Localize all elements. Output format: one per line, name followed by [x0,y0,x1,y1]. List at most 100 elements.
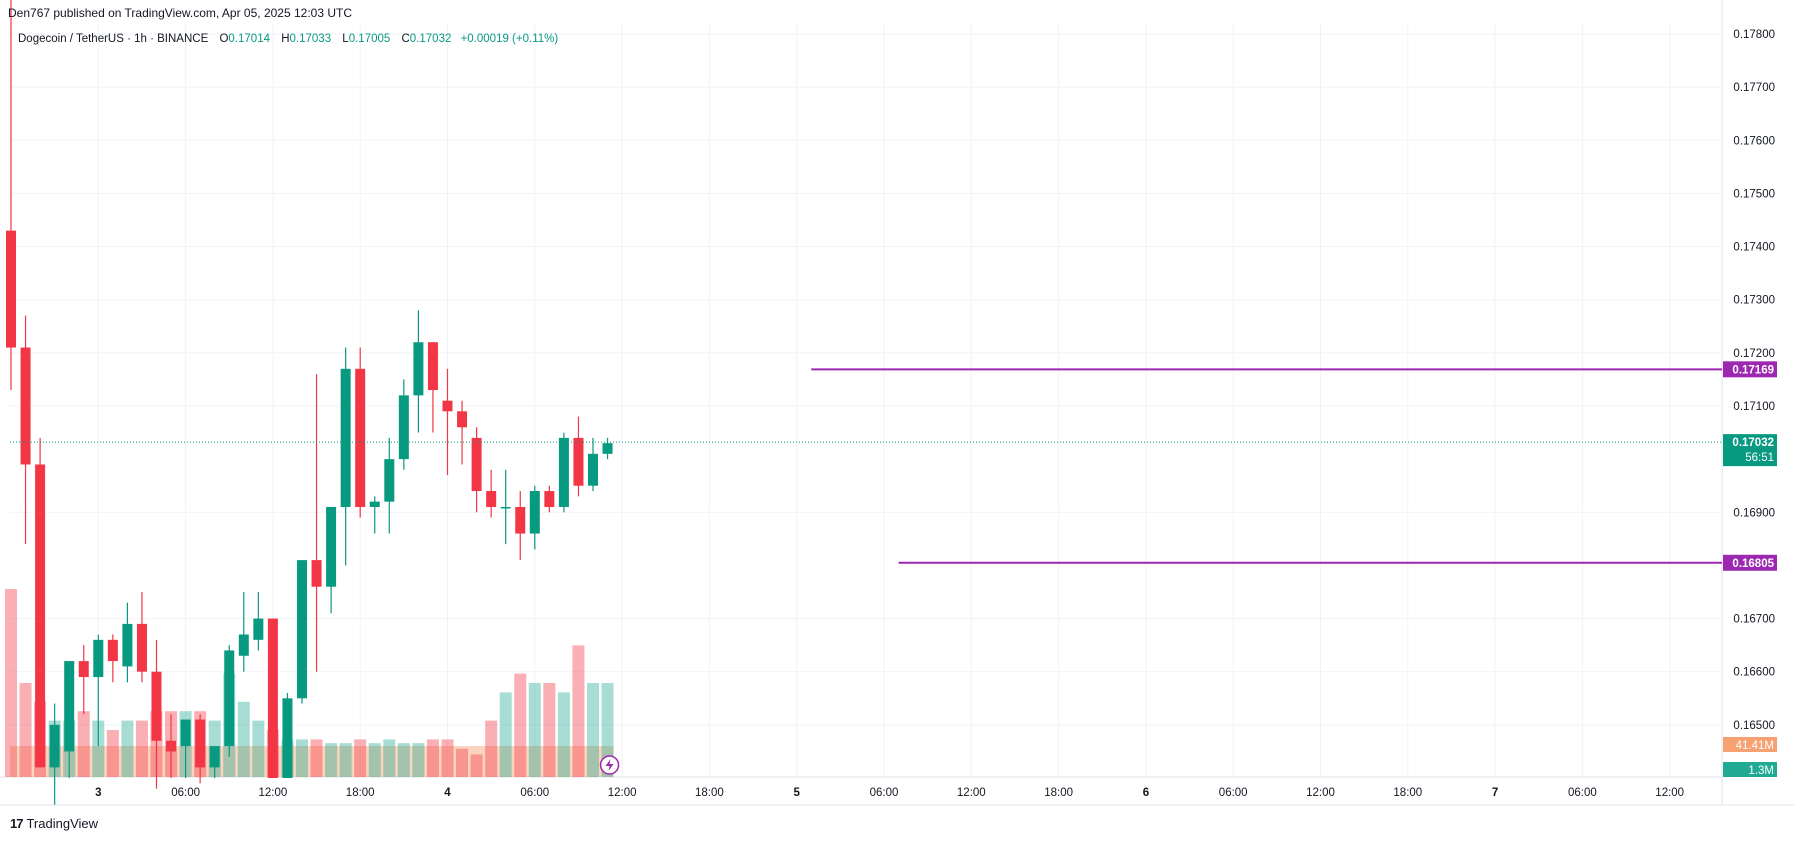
open-value: 0.17014 [228,33,270,45]
y-tick-label: 0.16900 [1733,507,1775,519]
volume-label [1723,737,1777,752]
volume-bar [252,720,265,777]
open-label: O [219,33,229,45]
candle-body [166,740,177,752]
y-tick-label: 0.16700 [1733,614,1775,626]
x-tick-label: 6 [1143,787,1149,799]
candle-body [602,443,613,454]
candle-body [267,618,278,778]
candle-body [486,491,497,507]
candle-body [64,661,75,752]
level-price-label [1723,554,1777,571]
candle-body [209,746,220,768]
current-price-label [1723,434,1777,467]
x-tick-label: 06:00 [520,787,549,799]
volume-bar [470,754,483,777]
volume-label-text: 1.3M [1748,765,1774,777]
candle-body [457,411,468,428]
current-price-text: 0.17032 [1732,437,1774,449]
candle-body [384,459,395,502]
x-tick-label: 18:00 [1044,787,1073,799]
candle-body [529,491,540,534]
published-header: Den767 published on TradingView.com, Apr… [8,6,353,20]
symbol-legend: Dogecoin / TetherUS · 1h · BINANCE O0.17… [18,33,558,45]
candle-body [93,639,104,678]
candle-body [544,491,555,507]
x-tick-label: 06:00 [171,787,200,799]
candle-body [588,453,598,486]
volume-bar [325,743,338,777]
candle-body [78,661,89,678]
high-value: 0.17033 [289,33,332,45]
candle-body [573,437,584,486]
x-tick-label: 7 [1492,787,1498,799]
volume-bar [383,739,396,777]
y-tick-label: 0.17800 [1733,29,1775,41]
volume-bar [412,743,425,777]
volume-bar [587,683,599,777]
volume-bar [557,692,570,777]
x-tick-label: 06:00 [1568,787,1597,799]
brand-name: TradingView [26,816,99,831]
volume-bar [296,739,308,777]
change-value: +0.00019 (+0.11%) [460,33,559,45]
candle-body [49,724,60,768]
tradingview-brand[interactable]: 17 TradingView [10,816,98,831]
volume-bar [368,743,381,777]
x-tick-label: 06:00 [870,787,899,799]
volume-bar [339,743,352,777]
y-tick-label: 0.17400 [1733,242,1775,254]
candle-body [471,437,482,492]
candle-body [151,671,162,741]
candle-body [355,368,366,507]
volume-label [1723,762,1777,777]
candle-body [238,634,249,656]
candle-body [427,342,438,391]
x-tick-label: 18:00 [346,787,375,799]
symbol-name[interactable]: Dogecoin / TetherUS · 1h · BINANCE [18,33,209,45]
candle-body [500,506,511,509]
candle-body [398,395,409,460]
level-price-label [1723,361,1777,378]
tradingview-logo-icon: 17 [10,816,24,831]
x-tick-label: 18:00 [695,787,724,799]
x-tick-label: 18:00 [1393,787,1422,799]
candle-body [413,342,424,396]
volume-bar [397,743,410,777]
candle-body [253,618,264,640]
volume-bar [499,692,512,777]
volume-bar [485,720,498,777]
level-price-text: 0.16805 [1732,558,1774,570]
x-tick-label: 12:00 [1655,787,1684,799]
volume-average-band [10,746,614,777]
candle-body [35,464,46,768]
candle-body [6,230,16,348]
x-tick-label: 5 [793,787,800,799]
close-value: 0.17032 [409,33,452,45]
high-label: H [281,33,290,45]
volume-bar [77,711,90,777]
candle-body [311,560,322,587]
candle-body [282,698,293,778]
x-tick-label: 4 [444,787,451,799]
volume-bar [237,701,250,777]
low-value: 0.17005 [348,33,391,45]
volume-bar [441,739,454,777]
volume-bar [310,739,323,777]
candle-body [326,506,337,587]
candle-body [297,560,307,699]
x-tick-label: 3 [95,787,101,799]
close-label: C [401,33,410,45]
x-tick-label: 12:00 [957,787,986,799]
volume-bar [135,720,148,777]
candle-body [369,501,380,507]
volume-bar [354,739,367,777]
volume-bar [601,683,614,777]
volume-bar [456,748,469,777]
candle-body [180,719,191,747]
low-label: L [342,33,349,45]
candle-body [224,650,235,747]
x-tick-label: 12:00 [608,787,637,799]
x-tick-label: 12:00 [1306,787,1335,799]
